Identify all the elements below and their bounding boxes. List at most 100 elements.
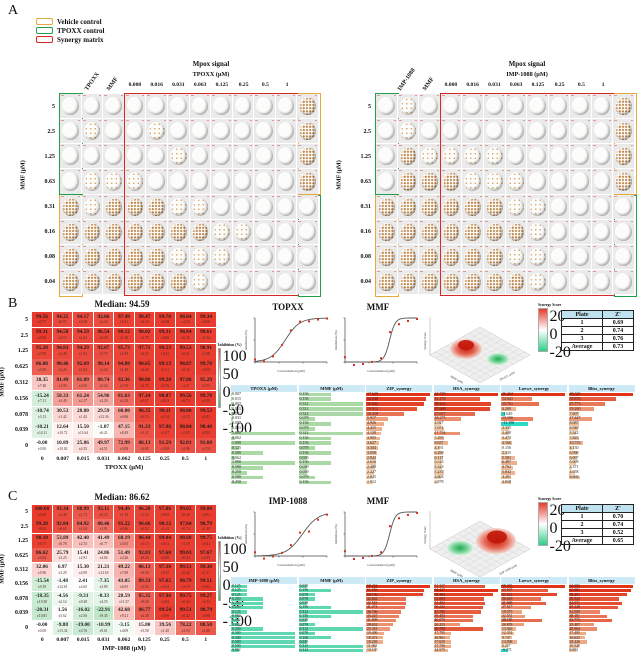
synergy-value: 0.312 [299, 410, 309, 416]
synergy-row: 0.125 [231, 445, 297, 451]
well-circle [550, 122, 568, 141]
plate-concentration-row: 0.008 0.016 0.031 0.063 0.125 0.25 0.5 1 [124, 82, 298, 91]
well [189, 144, 211, 169]
heatmap-cell-sd: ±4.99 [78, 570, 88, 575]
well [81, 119, 103, 144]
synergy-value: 3.400 [502, 430, 511, 436]
heatmap-cell: -22.91 ±9.45 [93, 606, 114, 621]
synergy-bar [298, 623, 315, 627]
well [167, 144, 189, 169]
heatmap-cell-sd: ±0.76 [160, 383, 170, 388]
synergy-bar [501, 456, 515, 460]
synergy-value: 0.031 [232, 410, 241, 416]
heatmap-cell-sd: ±0.88 [201, 614, 211, 619]
heatmap-cell-sd: ±5.54 [99, 383, 108, 388]
well-circle [126, 122, 144, 141]
well-circle [191, 272, 209, 291]
heatmap-cell-sd: ±0.74 [181, 527, 190, 532]
heatmap-cell-value: 30.53 [56, 408, 69, 415]
synergy-row: 31.589 [568, 610, 635, 614]
synergy-value: 6.200 [502, 405, 511, 411]
heatmap-cell-value: 99.56 [179, 392, 192, 399]
well-circle [277, 272, 295, 291]
synergy-bar [501, 644, 508, 648]
well [613, 169, 634, 194]
heatmap-cell-sd: ±8.49 [119, 430, 129, 435]
synergy-row: 42.729 [433, 391, 500, 397]
heatmap-cell: 92.11 ±0.25 [93, 505, 114, 519]
heatmap-col-label: 0.25 [159, 456, 170, 462]
well [397, 244, 419, 269]
heatmap-cell-sd: ±1.18 [119, 512, 129, 517]
synergy-value: 18.472 [367, 635, 378, 640]
well [211, 269, 232, 294]
synergy-bar [568, 465, 572, 470]
heatmap-cell-value: 60.80 [118, 408, 130, 415]
heatmap-cell: 15.41 ±2.81 [73, 548, 93, 563]
dose-response-plot-topxx: Concentration (µM)Inhibition (%) [244, 317, 328, 373]
synergy-row: 42.543 [366, 601, 432, 605]
well [570, 194, 591, 219]
synergy-bar [568, 618, 612, 623]
synergy-value: 13.912 [367, 405, 378, 411]
well [483, 94, 505, 119]
well [60, 269, 81, 294]
heatmap-cell-value: 98.86 [138, 376, 151, 383]
well [189, 119, 211, 144]
well-circle [169, 272, 187, 291]
well [462, 144, 483, 169]
plate-signal-title: Mpox signal [508, 60, 546, 68]
heatmap-cell: 99.78 ±0.38 [196, 359, 216, 375]
synergy-bar [298, 470, 307, 475]
well-circle [399, 197, 417, 216]
heatmap-cell: 97.24 ±0.67 [134, 390, 155, 407]
synergy-bar [501, 597, 541, 601]
synergy-bar [501, 417, 534, 421]
heatmap-cell: 94.25 ±0.97 [52, 312, 73, 328]
synergy-row: 0.250 [231, 479, 297, 485]
synergy-value: 6.940 [569, 425, 579, 431]
well [548, 144, 570, 169]
heatmap-cell-sd: ±14.11 [36, 430, 47, 435]
heatmap-cell-sd: ±1.07 [160, 430, 170, 435]
colorbar-title: Inhibition (%) [218, 536, 242, 540]
well [419, 169, 440, 194]
synergy-bar [433, 631, 452, 636]
synergy-bar [433, 475, 441, 480]
well [254, 244, 275, 269]
concentration-label: 0.031 [172, 82, 185, 88]
row-concentration-label: 0.08 [360, 253, 372, 260]
heatmap-cell: 54.96 ±2.29 [93, 390, 114, 407]
synergy-row: 31.698 [366, 618, 432, 622]
well-circle [399, 97, 417, 116]
synergy-row: 0.500 [231, 640, 297, 644]
well [376, 94, 397, 119]
heatmap-cell: 72.99 ±3.09 [114, 438, 134, 454]
heatmap-cell: 97.49 ±0.21 [114, 312, 134, 328]
heatmap-cell-value: -18.35 [35, 592, 49, 599]
colorbar-tick: 50 [222, 366, 239, 383]
synergy-bar [433, 412, 475, 416]
well-circle [234, 172, 252, 191]
plate-drug-title: IMP-1088 (µM) [506, 71, 548, 78]
synergy-bar [366, 475, 374, 480]
synergy-row: 47.705 [433, 610, 500, 614]
colorbar-title: Inhibition (%) [218, 343, 242, 347]
synergy-value: 61.556 [367, 588, 378, 593]
heatmap-cell-value: 41.49 [97, 535, 110, 542]
well [570, 119, 591, 144]
heatmap-cell-sd: ±0.97 [58, 320, 67, 325]
well [81, 244, 103, 269]
synergy-column-header: Bliss_synergy [568, 385, 635, 392]
well-circle [126, 97, 144, 116]
synergy-bar [501, 636, 512, 640]
well-circle [234, 272, 252, 291]
heatmap-cell: 98.00 ±2.23 [175, 406, 196, 422]
heatmap-col-label: 0.015 [76, 456, 90, 462]
heatmap-cell: 98.61 ±1.34 [196, 327, 216, 343]
heatmap-cell: 98.91 ±1.88 [196, 343, 216, 359]
heatmap-cell: 42.68 ±9.21 [114, 606, 134, 621]
synergy-value: 5.581 [502, 454, 511, 460]
concentration-label: 0.5 [261, 82, 269, 88]
synergy-bar [366, 614, 399, 618]
